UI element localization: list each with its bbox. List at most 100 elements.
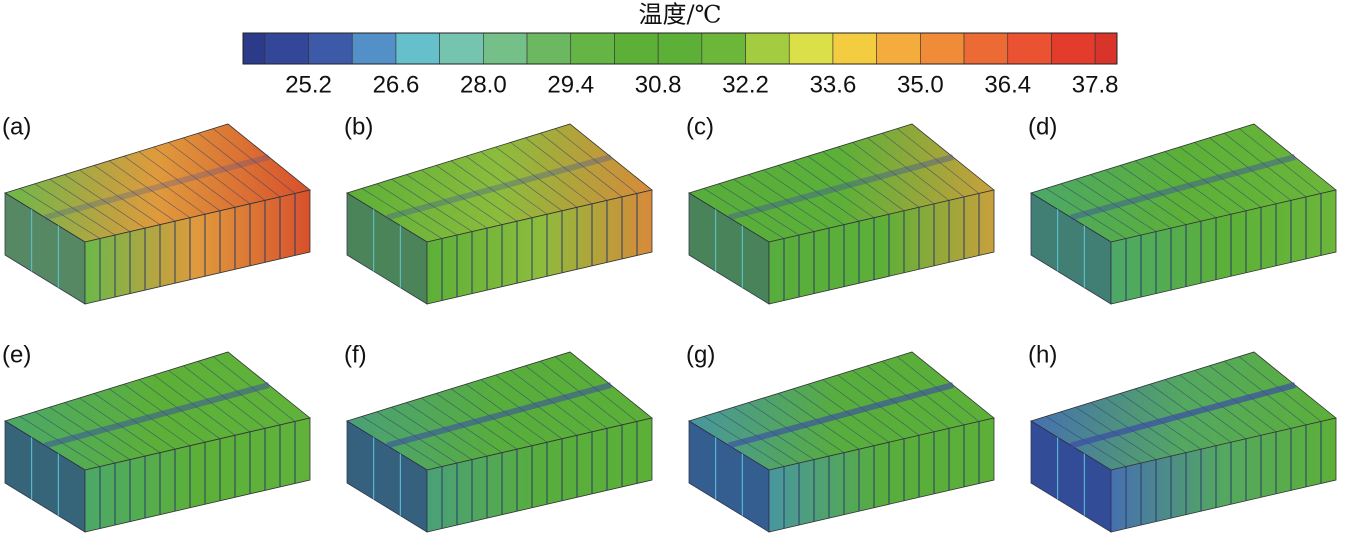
colorbar-frame xyxy=(242,32,1118,65)
cell-divider xyxy=(108,160,191,219)
panel-label: (c) xyxy=(686,113,714,140)
cell-divider xyxy=(19,188,101,239)
cool-channel xyxy=(1070,382,1296,449)
colorbar-tick-label: 36.4 xyxy=(984,71,1031,98)
cell-divider xyxy=(495,146,578,208)
cell-divider xyxy=(212,128,296,194)
shade xyxy=(1031,193,1111,304)
colorbar-segment xyxy=(570,32,615,65)
cool-channel xyxy=(728,382,954,449)
colorbar-segment xyxy=(963,32,1009,65)
cell-divider xyxy=(867,137,950,201)
cell-divider xyxy=(1209,137,1292,201)
cell-divider xyxy=(852,142,935,205)
shade xyxy=(689,193,769,304)
cell-divider xyxy=(1224,132,1307,198)
cell-divider xyxy=(1090,174,1172,229)
battery-pack: (c) xyxy=(686,113,995,305)
cell-divider xyxy=(153,374,236,436)
cell-divider xyxy=(153,146,236,208)
cell-divider xyxy=(49,178,131,232)
colorbar: 25.2 26.6 28.0 29.4 30.8 32.2 33.6 35.0 36.4 37.8 xyxy=(242,32,1119,98)
shade xyxy=(1031,421,1111,532)
cell-divider xyxy=(376,183,458,236)
cell-divider xyxy=(1075,178,1157,232)
colorbar-tick-label: 28.0 xyxy=(460,71,507,98)
colorbar-tick-label: 33.6 xyxy=(810,71,857,98)
panel-label: (e) xyxy=(2,341,31,368)
colorbar-tick-label: 32.2 xyxy=(722,71,769,98)
cell-divider xyxy=(168,142,251,205)
cell-divider xyxy=(1105,169,1187,225)
battery-pack: (f) xyxy=(344,341,653,533)
cell-divider xyxy=(198,360,281,426)
cell-divider xyxy=(1149,155,1232,215)
colorbar-segment xyxy=(1007,32,1052,65)
cell-divider xyxy=(79,397,161,453)
colorbar-tick-label: 30.8 xyxy=(635,71,682,98)
colorbar-segment xyxy=(832,32,877,65)
colorbar-segment xyxy=(745,32,790,65)
colorbar-segment xyxy=(1094,32,1118,65)
battery-pack: (b) xyxy=(344,113,653,305)
cell-divider xyxy=(183,137,266,201)
cell-divider xyxy=(64,174,146,229)
colorbar-segment xyxy=(701,32,746,65)
cell-divider xyxy=(703,188,785,239)
cell-divider xyxy=(34,183,116,236)
cell-divider xyxy=(1194,142,1277,205)
colorbar-tick-label: 29.4 xyxy=(547,71,594,98)
colorbar-segment xyxy=(614,32,659,65)
cell-divider xyxy=(748,174,830,229)
cell-divider xyxy=(1060,183,1142,236)
cell-divider xyxy=(138,379,221,440)
colorbar-segment xyxy=(876,32,921,65)
colorbar-segment xyxy=(788,32,834,65)
shade xyxy=(689,421,769,532)
cell-divider xyxy=(436,165,518,222)
colorbar-tick-label: 26.6 xyxy=(373,71,420,98)
cell-divider xyxy=(64,402,146,457)
shade xyxy=(347,193,427,304)
shade xyxy=(5,193,85,304)
cell-divider xyxy=(763,169,845,225)
cell-divider xyxy=(792,160,875,219)
colorbar-segment xyxy=(351,32,397,65)
cell-divider xyxy=(480,151,563,212)
cell-divider xyxy=(123,383,206,443)
colorbar-segment xyxy=(483,32,528,65)
cell-divider xyxy=(391,178,473,232)
panel-label: (g) xyxy=(686,341,715,368)
cell-divider xyxy=(822,151,905,212)
cell-divider xyxy=(94,165,176,222)
colorbar-segment xyxy=(1051,32,1096,65)
panel-label: (d) xyxy=(1028,113,1057,140)
colorbar-segment xyxy=(264,32,309,65)
shade xyxy=(347,421,427,532)
colorbar-tick-label: 25.2 xyxy=(285,71,332,98)
cell-divider xyxy=(79,169,161,225)
cell-divider xyxy=(94,393,176,450)
battery-pack: (h) xyxy=(1028,341,1337,533)
cell-divider xyxy=(406,174,488,229)
cell-divider xyxy=(421,169,503,225)
cool-channel xyxy=(728,154,954,221)
cell-divider xyxy=(168,370,251,433)
cell-divider xyxy=(882,132,965,198)
cell-divider xyxy=(733,178,815,232)
colorbar-tick-label: 35.0 xyxy=(897,71,944,98)
cell-divider xyxy=(198,132,281,198)
cell-divider xyxy=(1134,160,1217,219)
colorbar-segment xyxy=(439,32,484,65)
cell-divider xyxy=(510,142,593,205)
cell-divider xyxy=(1179,146,1262,208)
colorbar-segment xyxy=(657,32,703,65)
panel-label: (b) xyxy=(344,113,373,140)
cell-divider xyxy=(1238,128,1322,194)
cell-divider xyxy=(49,406,131,460)
cell-divider xyxy=(212,356,296,422)
shade xyxy=(5,421,85,532)
cell-divider xyxy=(450,160,533,219)
cell-divider xyxy=(837,146,920,208)
